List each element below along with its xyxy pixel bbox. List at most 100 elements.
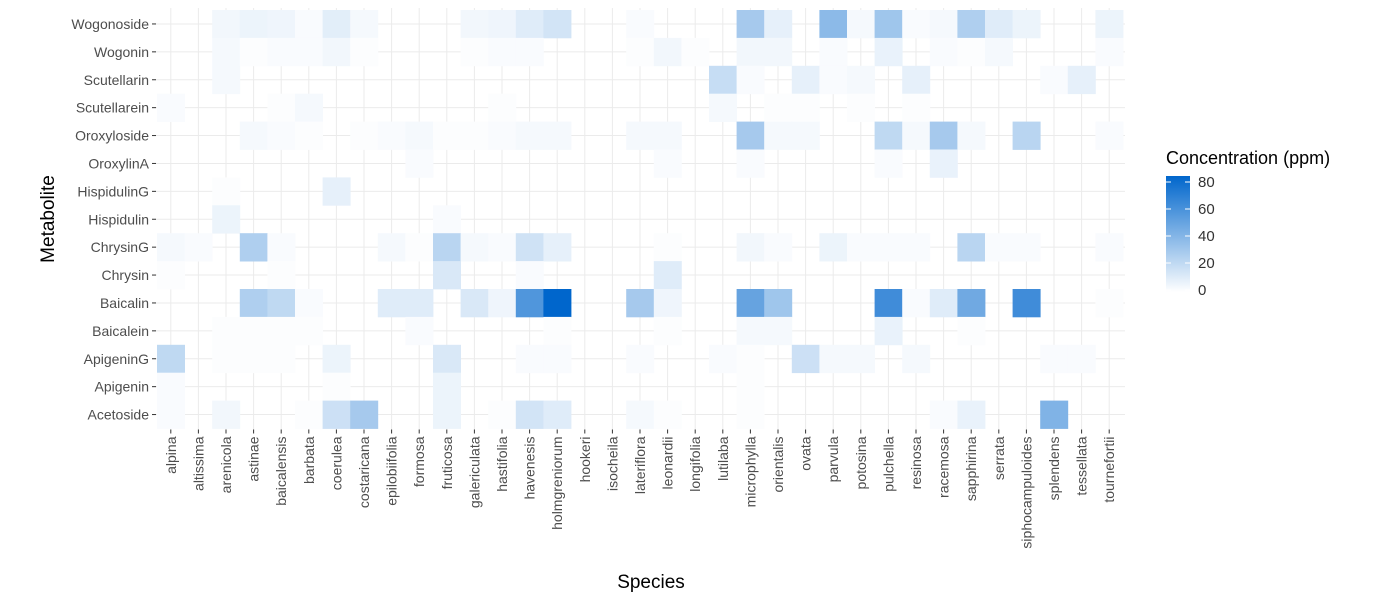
heatmap-cell <box>460 10 489 39</box>
y-tick-label: Baicalin <box>100 295 149 311</box>
heatmap-cell <box>957 233 986 262</box>
heatmap-cell <box>709 65 737 95</box>
heatmap-cell <box>405 233 434 262</box>
legend-tick-label: 40 <box>1198 228 1215 245</box>
heatmap-cell <box>350 10 379 39</box>
heatmap-cell <box>267 344 296 374</box>
heatmap-cell <box>874 289 903 318</box>
heatmap-cell <box>543 400 572 429</box>
heatmap-cell <box>515 289 544 318</box>
heatmap-cell <box>212 177 241 206</box>
y-tick-label: ApigeninG <box>84 351 149 367</box>
heatmap-cell <box>488 10 517 39</box>
heatmap-cell <box>322 372 351 401</box>
heatmap-cell <box>653 233 682 262</box>
x-tick-label: isocheila <box>604 436 620 491</box>
heatmap-cell <box>847 10 875 39</box>
heatmap-cell <box>847 233 875 262</box>
legend-tick-label: 20 <box>1198 255 1215 272</box>
x-tick-label: hookeri <box>577 437 593 483</box>
heatmap-cell <box>819 37 848 67</box>
heatmap-cell <box>377 121 406 150</box>
heatmap-cell <box>791 121 820 150</box>
heatmap-cell <box>295 37 323 67</box>
x-tick-label: fruticosa <box>439 436 455 489</box>
heatmap-cell <box>902 93 931 122</box>
heatmap-cell <box>157 372 185 401</box>
heatmap-cell <box>1040 400 1069 429</box>
heatmap-cell <box>239 37 268 67</box>
heatmap-cell <box>350 400 379 429</box>
y-tick-label: Acetoside <box>88 407 150 423</box>
x-tick-label: orientalis <box>770 437 786 493</box>
heatmap-cell <box>1067 65 1096 95</box>
heatmap-cell <box>239 10 268 39</box>
heatmap-cell <box>295 10 323 39</box>
heatmap-cell <box>322 37 351 67</box>
heatmap-cell <box>653 289 682 318</box>
heatmap-cell <box>543 233 572 262</box>
heatmap-cell <box>736 65 765 95</box>
y-tick-label: OroxylinA <box>88 155 149 171</box>
heatmap-cell <box>322 344 351 374</box>
heatmap-cell <box>957 37 986 67</box>
heatmap-cell <box>212 37 241 67</box>
heatmap-cell <box>488 400 517 429</box>
heatmap-cell <box>736 400 765 429</box>
heatmap-cell <box>626 37 655 67</box>
heatmap-cell <box>460 233 489 262</box>
heatmap-cell <box>709 344 737 374</box>
heatmap-cell <box>1067 344 1096 374</box>
heatmap-cell <box>985 233 1013 262</box>
heatmap-cell <box>653 37 682 67</box>
heatmap-cell <box>267 93 296 122</box>
heatmap-cell <box>819 233 848 262</box>
heatmap-cell <box>819 65 848 95</box>
legend-tick-label: 60 <box>1198 201 1215 218</box>
y-tick-label: Apigenin <box>95 379 150 395</box>
heatmap-cell <box>736 121 765 150</box>
x-tick-label: costaricana <box>356 436 372 508</box>
heatmap-cell <box>377 289 406 318</box>
heatmap-cell <box>543 344 572 374</box>
heatmap-cell <box>847 65 875 95</box>
heatmap-cell <box>515 344 544 374</box>
heatmap-cell <box>433 261 461 290</box>
heatmap-cell <box>212 10 241 39</box>
heatmap-cell <box>295 93 323 122</box>
heatmap-cell <box>212 65 241 95</box>
x-tick-label: tournefortii <box>1101 437 1117 503</box>
heatmap-cell <box>157 261 185 290</box>
y-tick-label: Chrysin <box>102 267 149 283</box>
x-tick-label: arenicola <box>218 436 234 493</box>
heatmap-cell <box>626 121 655 150</box>
heatmap-cell <box>957 400 986 429</box>
heatmap-cell <box>212 205 241 234</box>
heatmap-cell <box>874 37 903 67</box>
heatmap-cell <box>433 400 461 429</box>
heatmap-cell <box>377 233 406 262</box>
heatmap-cell <box>929 289 958 318</box>
heatmap-cell <box>929 10 958 39</box>
heatmap-cell <box>488 233 517 262</box>
heatmap-cell <box>239 316 268 346</box>
heatmap-cell <box>515 233 544 262</box>
heatmap-cell <box>350 121 379 150</box>
x-tick-label: astinae <box>246 436 262 481</box>
y-tick-label: Hispidulin <box>88 211 149 227</box>
heatmap-cell <box>157 93 185 122</box>
legend-ticks: 80 60 40 20 0 <box>1166 174 1215 299</box>
heatmap-cell <box>985 37 1013 67</box>
heatmap-cell <box>791 65 820 95</box>
heatmap-cell <box>929 149 958 178</box>
heatmap-cell <box>239 121 268 150</box>
heatmap-cell <box>212 400 241 429</box>
heatmap-cell <box>847 344 875 374</box>
x-tick-label: siphocampuloides <box>1018 437 1034 549</box>
y-axis-ticks: Wogonoside Wogonin Scutellarin Scutellarein… <box>71 16 156 423</box>
heatmap-cell <box>626 289 655 318</box>
heatmap-cell <box>819 10 848 39</box>
heatmap-cell <box>543 10 572 39</box>
heatmap-cell <box>1040 65 1069 95</box>
heatmap-cell <box>405 289 434 318</box>
